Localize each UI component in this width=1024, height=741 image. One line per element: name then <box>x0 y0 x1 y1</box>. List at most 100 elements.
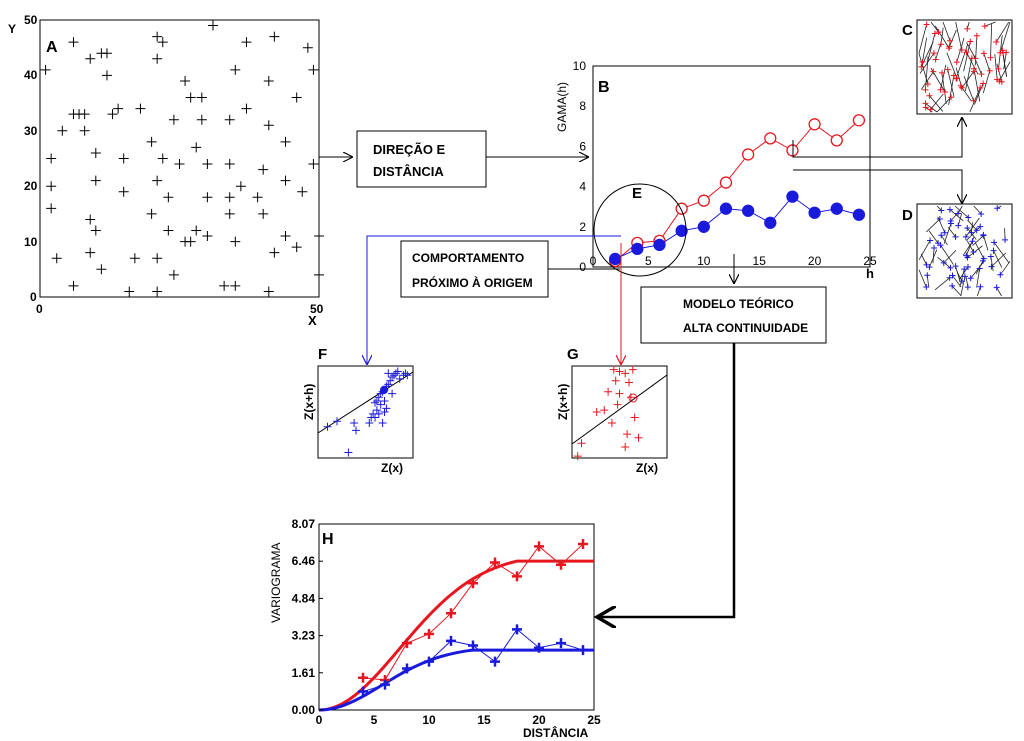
pair-point <box>947 264 954 271</box>
pair-line <box>970 261 985 279</box>
pair-line <box>966 240 974 253</box>
panel-a-ytick: 40 <box>24 68 38 82</box>
pair-line <box>941 72 947 104</box>
panel-b-red-point <box>675 202 688 215</box>
pair-point <box>923 283 930 290</box>
panel-h-red-point <box>490 557 500 568</box>
pair-point <box>994 205 1001 212</box>
panel-h-red-point <box>468 578 478 589</box>
panel-f-point <box>371 413 379 422</box>
pair-point <box>923 21 930 28</box>
panel-b-xtick: 10 <box>697 254 711 268</box>
panel-a-point <box>269 31 280 42</box>
pair-line <box>955 266 961 282</box>
panel-a-point <box>146 208 157 219</box>
pair-point <box>1002 236 1009 243</box>
panel-b-blue-line <box>614 195 860 260</box>
pair-point <box>993 284 1000 291</box>
panel-h-ytick: 3.23 <box>292 629 316 643</box>
panel-a-point <box>79 109 90 120</box>
panel-a-point <box>96 264 107 275</box>
pair-point <box>924 81 931 88</box>
pair-line <box>919 52 935 74</box>
pair-line <box>946 52 958 79</box>
panel-a-point <box>230 280 241 291</box>
pair-point <box>963 49 970 56</box>
panel-g-mean-point <box>628 393 638 403</box>
pair-line <box>982 70 991 94</box>
panel-f-point <box>371 398 379 407</box>
pair-line <box>994 54 998 80</box>
arrow-model-to-h <box>597 343 736 617</box>
panel-a-point <box>152 31 163 42</box>
connector-b-to-c <box>792 118 962 158</box>
pair-line <box>952 275 962 288</box>
pair-point <box>987 54 994 61</box>
panel-b-blue-point <box>830 202 843 215</box>
pair-point <box>976 265 983 272</box>
panel-h: 0.00 1.61 3.23 4.84 6.46 8.07 0 5 10 15 20 25 H VAR… <box>269 517 601 740</box>
pair-line <box>943 250 957 264</box>
panel-a-ytick: 0 <box>30 290 37 304</box>
pair-point <box>958 47 965 54</box>
pair-point <box>961 273 968 280</box>
panel-g-point <box>634 433 643 442</box>
pair-point <box>987 253 994 260</box>
pair-line <box>976 268 981 288</box>
panel-a-point <box>85 214 96 225</box>
panel-f-point <box>391 369 400 378</box>
panel-f-y-title: Z(x+h) <box>302 384 316 420</box>
pair-point <box>991 239 998 246</box>
panel-b-red-point <box>719 176 733 189</box>
panel-c: C <box>902 19 1013 115</box>
panel-a-point <box>314 269 324 280</box>
panel-a-point <box>163 192 174 203</box>
pair-line <box>936 96 952 113</box>
panel-h-red-point <box>534 541 544 552</box>
pair-point <box>998 78 1005 85</box>
pair-point <box>930 50 937 57</box>
pair-line <box>949 209 964 222</box>
pair-point <box>941 88 948 95</box>
pair-line <box>948 75 955 106</box>
panel-f-point <box>401 369 410 378</box>
panel-h-label: H <box>322 531 334 548</box>
panel-h-red-model <box>318 559 594 712</box>
pair-point <box>941 229 948 236</box>
panel-b-ytick: 6 <box>579 139 586 153</box>
pair-point <box>964 25 971 32</box>
pair-point <box>958 278 965 285</box>
pair-point <box>938 69 945 76</box>
pair-line <box>984 21 996 27</box>
pair-point <box>946 37 953 44</box>
panel-b-xtick: 20 <box>808 254 822 268</box>
panel-a-point <box>101 48 112 59</box>
panel-a-point <box>118 186 129 197</box>
pair-line <box>942 21 951 41</box>
panel-a-point <box>291 92 302 103</box>
pair-point <box>961 266 968 273</box>
pair-line <box>920 71 934 90</box>
pair-line <box>930 93 944 110</box>
pair-point <box>965 214 972 221</box>
panel-f: F Z(x) Z(x+h) <box>302 346 414 475</box>
panel-a-point <box>46 203 57 214</box>
panel-a-point <box>185 92 196 103</box>
panel-a-xtick: 0 <box>36 302 43 316</box>
pair-line <box>947 226 956 238</box>
panel-a-point <box>314 231 324 242</box>
panel-h-red-point <box>556 559 566 570</box>
panel-f-frame <box>317 365 414 459</box>
panel-a-point <box>146 136 157 147</box>
pair-line <box>965 226 981 242</box>
panel-h-blue-point <box>468 640 478 651</box>
pair-line <box>937 216 946 233</box>
panel-b-xtick: 25 <box>863 254 877 268</box>
panel-b-red-point <box>830 134 843 147</box>
panel-h-x-title: DISTÂNCIA <box>523 725 589 740</box>
panel-a-point <box>40 64 51 75</box>
pair-point <box>977 283 984 290</box>
panel-a-point <box>302 42 313 53</box>
pair-line <box>966 42 976 59</box>
pair-point <box>931 30 938 37</box>
